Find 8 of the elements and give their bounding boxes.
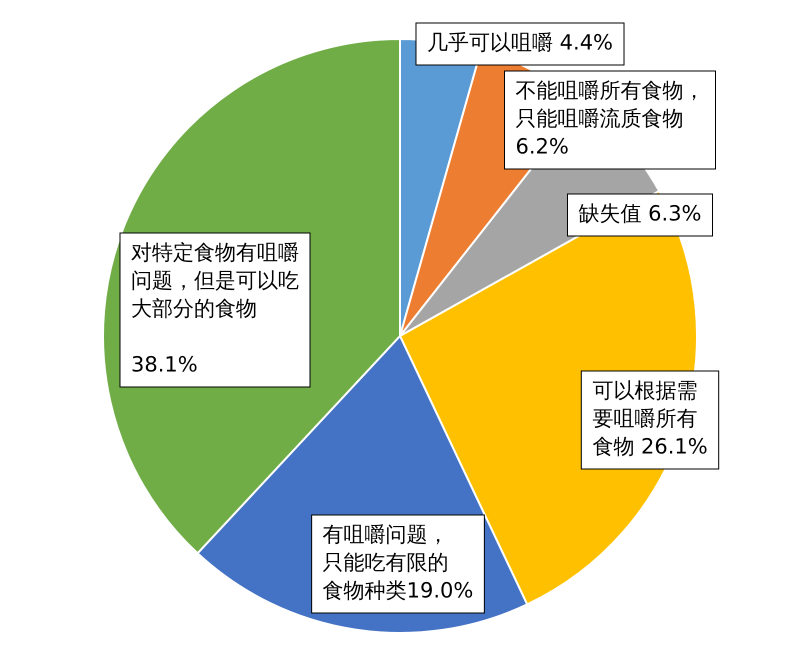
data-label: 6.2% (516, 134, 569, 158)
slice-label: 几乎可以咀嚼 4.4% (426, 30, 614, 54)
slice-label: 可以根据需要咀嚼所有食物 26.1% (592, 378, 708, 458)
slice-label: 缺失值 6.3% (578, 201, 702, 226)
slice-label: 有咀嚼问题，只能吃有限的食物种类19.0% (322, 522, 474, 602)
slice-label: 对特定食物有咀嚼问题，但是可以吃大部分的食物 (131, 240, 299, 320)
slice-label: 不能咀嚼所有食物，只能咀嚼流质食物 (516, 78, 704, 130)
data-label: 38.1% (131, 352, 198, 376)
